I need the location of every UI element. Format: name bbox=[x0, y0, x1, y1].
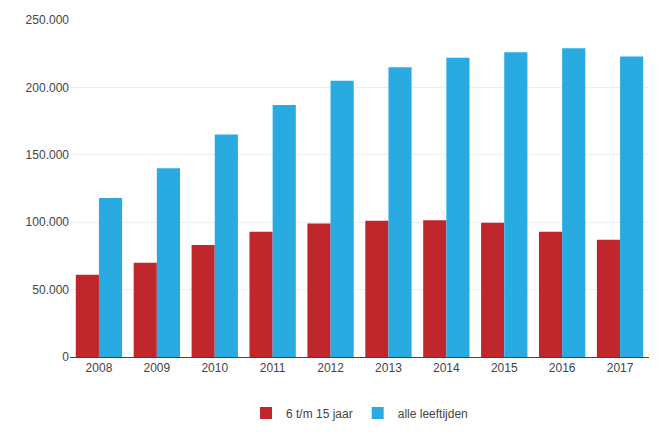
svg-text:2016: 2016 bbox=[549, 361, 576, 375]
svg-text:2012: 2012 bbox=[317, 361, 344, 375]
svg-text:2009: 2009 bbox=[143, 361, 170, 375]
svg-text:2015: 2015 bbox=[491, 361, 518, 375]
svg-text:0: 0 bbox=[62, 350, 69, 364]
svg-text:alle leeftijden: alle leeftijden bbox=[398, 407, 468, 421]
svg-text:2013: 2013 bbox=[375, 361, 402, 375]
svg-text:2011: 2011 bbox=[260, 361, 286, 375]
svg-text:100.000: 100.000 bbox=[26, 215, 70, 229]
svg-text:2010: 2010 bbox=[201, 361, 228, 375]
svg-text:50.000: 50.000 bbox=[32, 283, 69, 297]
svg-text:2014: 2014 bbox=[433, 361, 460, 375]
svg-text:250.000: 250.000 bbox=[26, 13, 70, 27]
svg-text:6 t/m 15 jaar: 6 t/m 15 jaar bbox=[286, 407, 353, 421]
svg-text:200.000: 200.000 bbox=[26, 81, 70, 95]
svg-text:2017: 2017 bbox=[607, 361, 634, 375]
svg-text:2008: 2008 bbox=[86, 361, 113, 375]
svg-text:150.000: 150.000 bbox=[26, 148, 70, 162]
